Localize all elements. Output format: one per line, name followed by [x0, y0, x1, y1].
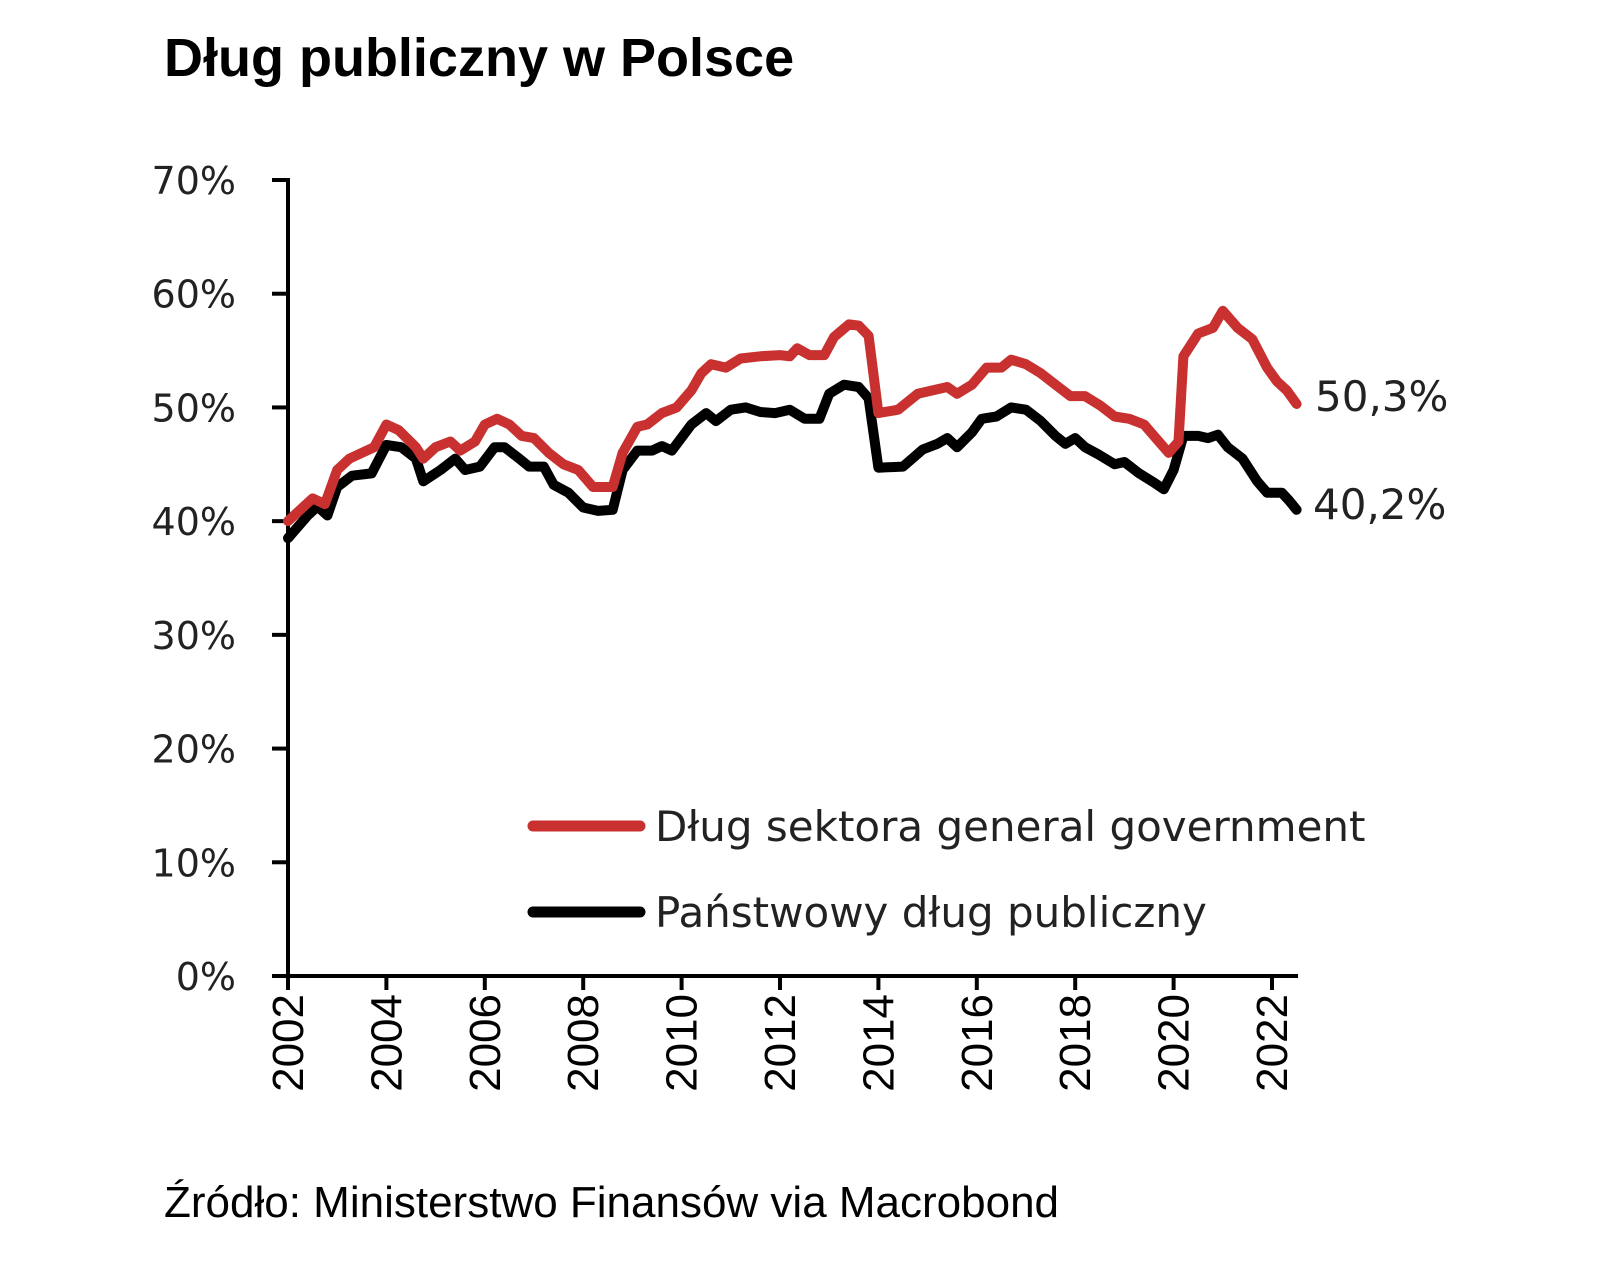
x-tick-label: 2014: [854, 994, 903, 1092]
legend-label-general-government: Dług sektora general government: [655, 802, 1366, 851]
end-label-general-government: 50,3%: [1315, 372, 1448, 421]
x-tick-label: 2010: [658, 994, 707, 1092]
y-tick-label: 10%: [152, 841, 236, 885]
y-tick-label: 20%: [152, 728, 236, 772]
x-tick-label: 2020: [1150, 994, 1199, 1092]
x-tick-label: 2008: [559, 994, 608, 1092]
y-tick-label: 50%: [152, 386, 236, 430]
y-tick-label: 40%: [152, 500, 236, 544]
x-tick-label: 2012: [756, 994, 805, 1092]
axes: 0% 10% 20% 30% 40% 50% 60% 70% 2002 2004 2006 2008 2…: [152, 159, 1298, 1092]
x-tick-label: 2004: [362, 994, 411, 1092]
series-line-general-government: [283, 305, 1302, 527]
y-tick-label: 60%: [152, 273, 236, 317]
legend: Dług sektora general government Państwow…: [527, 802, 1366, 937]
x-tick-label: 2022: [1248, 994, 1297, 1092]
x-tick-label: 2002: [264, 994, 313, 1092]
series-line-state-public-debt: [283, 379, 1302, 544]
x-tick-label: 2016: [953, 994, 1002, 1092]
y-tick-label: 0%: [176, 955, 236, 999]
y-tick-label: 30%: [152, 614, 236, 658]
legend-label-state-public-debt: Państwowy dług publiczny: [655, 888, 1207, 937]
x-tick-label: 2006: [461, 994, 510, 1092]
series-lines: [283, 305, 1302, 544]
end-label-state-public-debt: 40,2%: [1313, 480, 1446, 529]
source-note: Źródło: Ministerstwo Finansów via Macrob…: [164, 1178, 1059, 1227]
x-tick-label: 2018: [1051, 994, 1100, 1092]
chart-title: Dług publiczny w Polsce: [164, 28, 794, 88]
y-tick-label: 70%: [152, 159, 236, 203]
